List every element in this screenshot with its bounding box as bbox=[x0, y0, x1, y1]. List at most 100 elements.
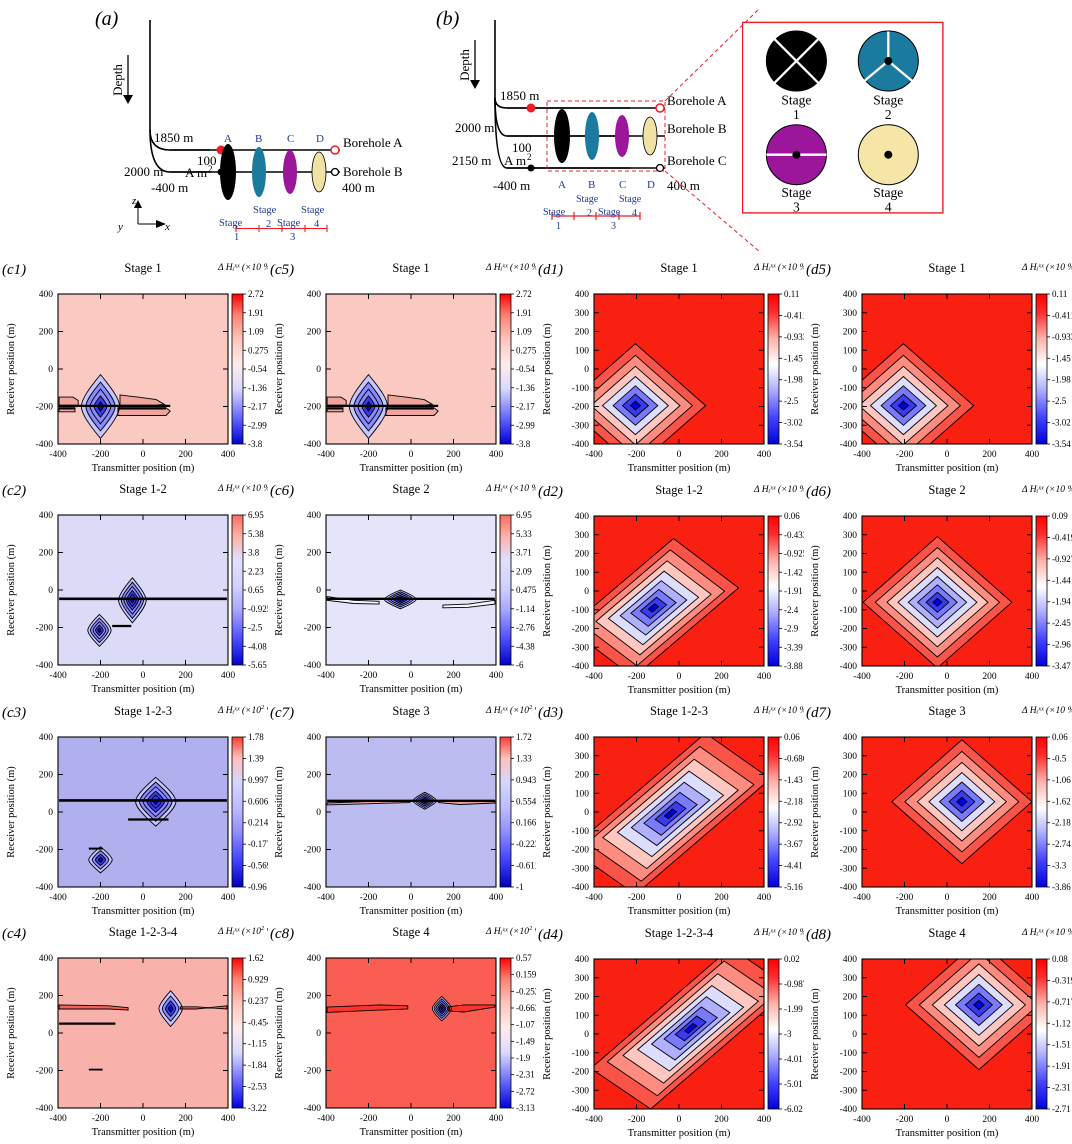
svg-text:0.159: 0.159 bbox=[516, 970, 536, 980]
svg-text:-100: -100 bbox=[840, 1048, 858, 1058]
svg-text:0.06: 0.06 bbox=[784, 511, 800, 521]
svg-text:-1.9: -1.9 bbox=[516, 1053, 531, 1063]
svg-text:5.38: 5.38 bbox=[248, 529, 264, 539]
svg-text:-100: -100 bbox=[840, 827, 858, 837]
svg-text:400: 400 bbox=[757, 893, 772, 903]
svg-text:-400: -400 bbox=[840, 662, 858, 672]
svg-text:-200: -200 bbox=[304, 1066, 322, 1076]
svg-text:-3: -3 bbox=[784, 1029, 792, 1039]
svg-text:-200: -200 bbox=[304, 403, 322, 413]
svg-text:2: 2 bbox=[208, 164, 213, 174]
svg-text:400: 400 bbox=[757, 450, 772, 460]
svg-text:Transmitter position (m): Transmitter position (m) bbox=[628, 463, 731, 474]
svg-text:-0.5: -0.5 bbox=[1052, 753, 1067, 763]
svg-text:Stage: Stage bbox=[219, 218, 243, 229]
svg-text:-0.419: -0.419 bbox=[1052, 532, 1072, 542]
svg-text:400: 400 bbox=[489, 893, 504, 903]
svg-text:Borehole A: Borehole A bbox=[667, 93, 727, 108]
svg-text:-100: -100 bbox=[840, 384, 858, 394]
svg-text:Δ Hᵢˣˣ (×10 %): Δ Hᵢˣˣ (×10 %) bbox=[753, 705, 804, 716]
svg-text:C: C bbox=[619, 179, 626, 191]
svg-text:B: B bbox=[588, 179, 595, 191]
svg-text:(d3): (d3) bbox=[538, 705, 563, 721]
svg-text:-5.01: -5.01 bbox=[784, 1079, 803, 1089]
svg-text:-0.663: -0.663 bbox=[516, 1003, 536, 1013]
svg-text:y: y bbox=[117, 221, 123, 233]
svg-text:-1.49: -1.49 bbox=[516, 1036, 535, 1046]
svg-text:400: 400 bbox=[1025, 672, 1040, 682]
svg-text:0.943: 0.943 bbox=[516, 774, 536, 784]
svg-text:200: 200 bbox=[843, 549, 858, 559]
svg-text:-2.74: -2.74 bbox=[1052, 839, 1071, 849]
svg-text:400: 400 bbox=[757, 1115, 772, 1125]
svg-text:0: 0 bbox=[141, 450, 146, 460]
svg-text:Transmitter position (m): Transmitter position (m) bbox=[628, 1128, 731, 1139]
svg-text:-200: -200 bbox=[896, 450, 914, 460]
svg-text:-400: -400 bbox=[840, 440, 858, 450]
svg-text:(c6): (c6) bbox=[270, 483, 294, 499]
svg-text:-200: -200 bbox=[92, 450, 110, 460]
svg-text:-100: -100 bbox=[572, 384, 590, 394]
svg-text:-300: -300 bbox=[840, 421, 858, 431]
svg-text:-400: -400 bbox=[317, 450, 335, 460]
svg-text:-1.43: -1.43 bbox=[784, 775, 803, 785]
svg-text:-400 m: -400 m bbox=[493, 178, 530, 193]
svg-text:Receiver position (m): Receiver position (m) bbox=[6, 544, 17, 636]
svg-text:0: 0 bbox=[48, 365, 53, 375]
svg-text:-400: -400 bbox=[585, 672, 603, 682]
svg-text:0: 0 bbox=[677, 672, 682, 682]
svg-text:0: 0 bbox=[852, 365, 857, 375]
svg-text:-3.8: -3.8 bbox=[248, 439, 263, 449]
svg-text:-400: -400 bbox=[572, 883, 590, 893]
svg-text:-0.411: -0.411 bbox=[784, 310, 804, 320]
svg-text:(d8): (d8) bbox=[806, 927, 831, 943]
svg-text:Δ Hᵢˣˣ (×102 %): Δ Hᵢˣˣ (×102 %) bbox=[217, 704, 268, 716]
svg-text:0.02: 0.02 bbox=[784, 954, 800, 964]
svg-text:Receiver position (m): Receiver position (m) bbox=[542, 766, 553, 858]
svg-text:0: 0 bbox=[677, 1115, 682, 1125]
svg-text:300: 300 bbox=[575, 530, 590, 540]
svg-text:Δ Hᵢˣˣ (×10 %): Δ Hᵢˣˣ (×10 %) bbox=[753, 484, 804, 495]
svg-text:-3.54: -3.54 bbox=[784, 439, 803, 449]
svg-text:-0.611: -0.611 bbox=[516, 860, 536, 870]
svg-text:-200: -200 bbox=[304, 845, 322, 855]
svg-text:(c3): (c3) bbox=[2, 705, 26, 721]
svg-text:-200: -200 bbox=[628, 672, 646, 682]
svg-text:-400: -400 bbox=[304, 1104, 322, 1114]
svg-text:-200: -200 bbox=[840, 403, 858, 413]
svg-text:400: 400 bbox=[221, 893, 236, 903]
svg-text:Stage 1-2-3-4: Stage 1-2-3-4 bbox=[109, 925, 178, 939]
svg-text:0: 0 bbox=[409, 893, 414, 903]
svg-text:200: 200 bbox=[178, 1114, 193, 1124]
svg-text:-2.71: -2.71 bbox=[1052, 1104, 1071, 1114]
svg-text:0.11: 0.11 bbox=[1052, 289, 1067, 299]
svg-text:-200: -200 bbox=[840, 1067, 858, 1077]
svg-text:Δ Hᵢˣˣ (×102 %): Δ Hᵢˣˣ (×102 %) bbox=[485, 704, 536, 716]
svg-text:2: 2 bbox=[266, 219, 271, 230]
svg-text:0: 0 bbox=[141, 893, 146, 903]
svg-text:-2.4: -2.4 bbox=[784, 604, 799, 614]
svg-text:200: 200 bbox=[982, 672, 997, 682]
svg-text:400: 400 bbox=[307, 511, 322, 521]
svg-text:Transmitter position (m): Transmitter position (m) bbox=[92, 906, 195, 917]
svg-text:-2.31: -2.31 bbox=[1052, 1082, 1071, 1092]
svg-text:1: 1 bbox=[793, 107, 800, 122]
svg-text:100: 100 bbox=[575, 1011, 590, 1021]
svg-text:2.72: 2.72 bbox=[516, 289, 532, 299]
svg-text:Receiver position (m): Receiver position (m) bbox=[810, 544, 821, 636]
svg-text:-2.92: -2.92 bbox=[784, 818, 803, 828]
svg-text:0: 0 bbox=[584, 1030, 589, 1040]
svg-text:200: 200 bbox=[714, 450, 729, 460]
svg-text:Δ Hᵢˣˣ (×10 %): Δ Hᵢˣˣ (×10 %) bbox=[217, 483, 268, 494]
svg-text:Receiver position (m): Receiver position (m) bbox=[6, 765, 17, 857]
svg-text:Receiver position (m): Receiver position (m) bbox=[274, 765, 285, 857]
svg-text:-200: -200 bbox=[36, 845, 54, 855]
svg-text:-2.31: -2.31 bbox=[516, 1070, 535, 1080]
svg-text:200: 200 bbox=[843, 992, 858, 1002]
svg-text:400: 400 bbox=[1025, 893, 1040, 903]
svg-text:100: 100 bbox=[575, 346, 590, 356]
svg-text:Receiver position (m): Receiver position (m) bbox=[274, 544, 285, 636]
svg-text:-200: -200 bbox=[840, 624, 858, 634]
svg-text:-0.454: -0.454 bbox=[248, 1017, 268, 1027]
svg-text:300: 300 bbox=[843, 309, 858, 319]
